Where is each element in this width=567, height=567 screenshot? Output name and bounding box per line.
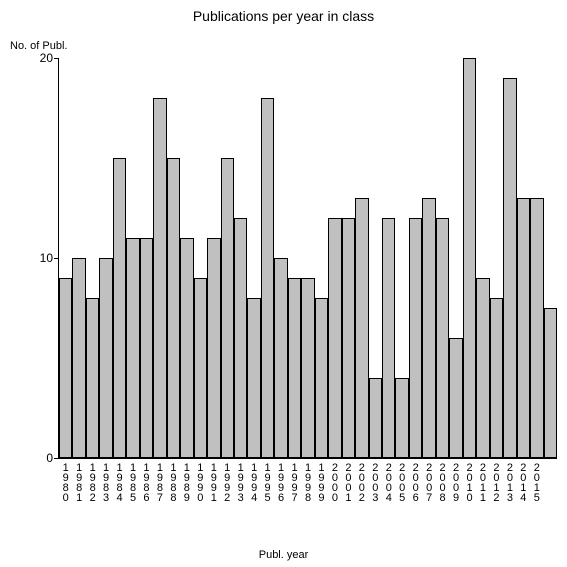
plot-area	[58, 58, 557, 459]
x-tick-label: 2002	[356, 462, 367, 502]
bar	[221, 158, 234, 458]
bar	[247, 298, 260, 458]
bar	[315, 298, 328, 458]
bar	[274, 258, 287, 458]
x-tick-label: 2004	[383, 462, 394, 502]
bar	[530, 198, 543, 458]
x-tick-label: 1998	[302, 462, 313, 502]
y-tick-label: 20	[13, 51, 53, 65]
y-tick-label: 10	[13, 251, 53, 265]
bar	[207, 238, 220, 458]
x-tick-label: 2010	[464, 462, 475, 502]
bar	[395, 378, 408, 458]
x-tick-label: 1995	[262, 462, 273, 502]
bar	[261, 98, 274, 458]
x-tick-label: 1981	[73, 462, 84, 502]
bar	[503, 78, 516, 458]
bar	[382, 218, 395, 458]
chart-title: Publications per year in class	[0, 8, 567, 24]
x-tick-label: 2013	[504, 462, 515, 502]
x-tick-label: 2008	[437, 462, 448, 502]
bar	[422, 198, 435, 458]
bar	[180, 238, 193, 458]
x-tick-label: 2015	[531, 462, 542, 502]
bar	[463, 58, 476, 458]
bar	[342, 218, 355, 458]
bar	[409, 218, 422, 458]
bar	[476, 278, 489, 458]
x-tick-label: 2005	[396, 462, 407, 502]
bar	[355, 198, 368, 458]
bar	[140, 238, 153, 458]
y-tick-label: 0	[13, 451, 53, 465]
x-tick-label: 1997	[289, 462, 300, 502]
bar	[194, 278, 207, 458]
x-axis-label: Publ. year	[0, 549, 567, 561]
x-tick-label: 2009	[450, 462, 461, 502]
x-tick-label: 1982	[87, 462, 98, 502]
bar	[544, 308, 557, 458]
bar	[113, 158, 126, 458]
x-tick-label: 2012	[490, 462, 501, 502]
x-tick-label: 1989	[181, 462, 192, 502]
y-tick-mark	[54, 458, 58, 459]
y-tick-mark	[54, 58, 58, 59]
x-tick-label: 2001	[342, 462, 353, 502]
bar	[449, 338, 462, 458]
x-tick-label: 1984	[114, 462, 125, 502]
bar	[126, 238, 139, 458]
bar	[59, 278, 72, 458]
x-tick-label: 1988	[167, 462, 178, 502]
bar	[86, 298, 99, 458]
bar	[436, 218, 449, 458]
x-tick-label: 2014	[517, 462, 528, 502]
bar	[234, 218, 247, 458]
x-tick-label: 1994	[248, 462, 259, 502]
bar	[490, 298, 503, 458]
bar	[301, 278, 314, 458]
x-tick-label: 1990	[194, 462, 205, 502]
x-tick-label: 2003	[369, 462, 380, 502]
bar	[369, 378, 382, 458]
x-tick-label: 1986	[140, 462, 151, 502]
bar	[153, 98, 166, 458]
x-tick-label: 2011	[477, 462, 488, 502]
x-tick-label: 1983	[100, 462, 111, 502]
bar	[72, 258, 85, 458]
y-tick-mark	[54, 258, 58, 259]
x-tick-label: 1996	[275, 462, 286, 502]
x-tick-label: 1999	[315, 462, 326, 502]
x-tick-label: 1992	[221, 462, 232, 502]
x-tick-label: 1985	[127, 462, 138, 502]
bar	[167, 158, 180, 458]
x-tick-label: 1980	[60, 462, 71, 502]
bar	[517, 198, 530, 458]
x-tick-label: 1993	[235, 462, 246, 502]
x-tick-label: 1991	[208, 462, 219, 502]
x-tick-label: 2000	[329, 462, 340, 502]
bar	[288, 278, 301, 458]
x-tick-label: 2006	[410, 462, 421, 502]
x-tick-label: 1987	[154, 462, 165, 502]
x-tick-label: 2007	[423, 462, 434, 502]
chart-container: Publications per year in class No. of Pu…	[0, 0, 567, 567]
bar	[99, 258, 112, 458]
bar	[328, 218, 341, 458]
